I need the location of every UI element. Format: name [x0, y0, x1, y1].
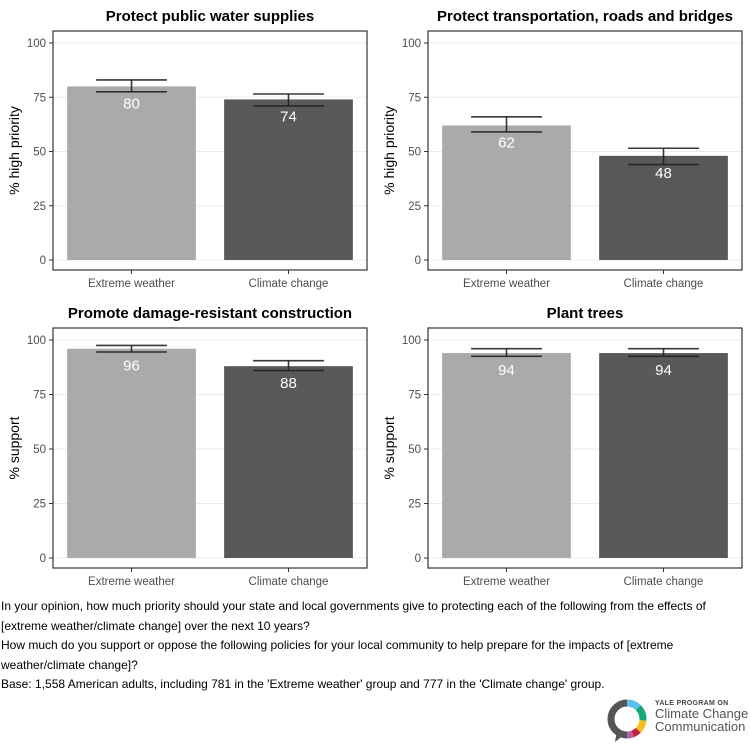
error-bar [96, 344, 167, 353]
y-tick-label: 0 [415, 553, 421, 565]
x-tick-label: Climate change [249, 278, 329, 290]
logo-ring-icon [607, 699, 647, 742]
logo-speech-tail [615, 730, 625, 742]
data-label: 62 [498, 134, 515, 151]
y-axis-label: % support [381, 416, 397, 479]
y-axis-label: % high priority [6, 106, 22, 195]
y-tick-label: 25 [408, 201, 421, 213]
y-tick-label: 25 [33, 201, 46, 213]
y-tick-label: 0 [40, 553, 46, 565]
chart-panel-2: 62 48 0 25 50 75 100 Extreme weather Climate cha… [381, 8, 743, 290]
x-tick-label: Extreme weather [88, 278, 175, 290]
x-tick-label: Extreme weather [463, 278, 550, 290]
y-tick-label: 0 [40, 255, 46, 267]
y-tick-label: 75 [408, 390, 421, 402]
bar-extreme-weather [67, 348, 196, 558]
y-tick-label: 50 [408, 444, 421, 456]
data-label: 74 [280, 108, 297, 125]
bar-climate-change [224, 99, 353, 260]
logo-line2: Communication [655, 719, 746, 734]
panel-border [427, 327, 743, 569]
error-bar [96, 79, 167, 93]
y-tick-label: 100 [27, 335, 46, 347]
chart-title: Protect public water supplies [106, 8, 314, 25]
error-bar [628, 347, 699, 358]
chart-title: Plant trees [547, 305, 624, 322]
y-tick-label: 75 [33, 390, 46, 402]
x-tick-label: Extreme weather [88, 576, 175, 588]
data-label: 80 [123, 95, 140, 112]
chart-panel-1: 80 74 0 25 50 75 100 Extreme weather Climate cha… [6, 8, 368, 290]
logo-ring-segment [626, 699, 641, 711]
y-tick-label: 100 [402, 335, 421, 347]
logo-line1: Climate Change [655, 706, 749, 721]
bar-extreme-weather [67, 86, 196, 261]
caption-question-priority: In your opinion, how much priority shoul… [1, 599, 706, 633]
logo-ring-segment [626, 730, 634, 739]
x-tick-label: Climate change [624, 278, 704, 290]
y-tick-label: 50 [33, 444, 46, 456]
logo-ring-segment [635, 719, 647, 733]
x-tick-label: Climate change [249, 576, 329, 588]
bar-extreme-weather [442, 353, 571, 558]
y-tick-label: 100 [402, 38, 421, 50]
panel-border [52, 327, 368, 569]
y-tick-label: 50 [408, 147, 421, 159]
bar-climate-change [599, 155, 728, 260]
y-tick-label: 100 [27, 38, 46, 50]
chart-title: Promote damage-resistant construction [68, 305, 352, 322]
logo-small-text: YALE PROGRAM ON [655, 700, 729, 707]
chart-panel-3: 96 88 0 25 50 75 100 Extreme weather Climate cha… [6, 305, 368, 588]
y-axis-label: % high priority [381, 106, 397, 195]
bar-climate-change [224, 366, 353, 558]
error-bar [628, 147, 699, 166]
chart-title: Protect transportation, roads and bridge… [437, 8, 733, 25]
caption: In your opinion, how much priority shoul… [1, 597, 749, 695]
y-tick-label: 75 [33, 92, 46, 104]
data-label: 88 [280, 375, 297, 392]
yale-logo: YALE PROGRAM ON Climate Change Communica… [605, 696, 750, 746]
panel-border [52, 30, 368, 271]
error-bar [471, 347, 542, 358]
logo-ring-segment [607, 699, 628, 739]
logo-ring-segment [631, 727, 641, 738]
y-tick-label: 0 [415, 255, 421, 267]
x-tick-label: Extreme weather [463, 576, 550, 588]
chart-grid: 80 74 0 25 50 75 100 Extreme weather Climate cha… [6, 8, 743, 588]
y-axis-label: % support [6, 416, 22, 479]
y-tick-label: 25 [33, 499, 46, 511]
x-tick-label: Climate change [624, 576, 704, 588]
caption-question-support: How much do you support or oppose the fo… [1, 638, 674, 672]
error-bar [471, 115, 542, 133]
data-label: 94 [655, 362, 672, 379]
y-tick-label: 25 [408, 499, 421, 511]
chart-panel-4: 94 94 0 25 50 75 100 Extreme weather Climate cha… [381, 305, 743, 588]
data-label: 94 [498, 362, 515, 379]
data-label: 48 [655, 165, 672, 182]
error-bar [253, 359, 324, 372]
logo-ring-segment [635, 705, 647, 721]
error-bar [253, 93, 324, 107]
y-tick-label: 75 [408, 92, 421, 104]
data-label: 96 [123, 358, 140, 375]
caption-base: Base: 1,558 American adults, including 7… [1, 677, 605, 691]
y-tick-label: 50 [33, 147, 46, 159]
panel-border [427, 30, 743, 271]
bar-climate-change [599, 353, 728, 558]
bar-extreme-weather [442, 125, 571, 261]
